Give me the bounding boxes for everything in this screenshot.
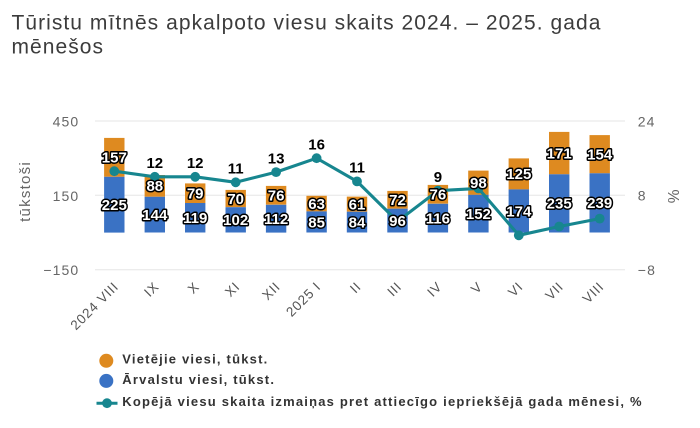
svg-text:Ārvalstu viesi, tūkst.: Ārvalstu viesi, tūkst. [122,372,275,387]
svg-text:12: 12 [187,155,204,172]
svg-text:157: 157 [102,150,127,167]
svg-text:Kopējā viesu skaita izmaiņas p: Kopējā viesu skaita izmaiņas pret attiec… [122,394,642,409]
svg-text:102: 102 [223,212,248,229]
svg-text:76: 76 [430,187,447,204]
svg-text:70: 70 [227,191,244,208]
svg-text:76: 76 [268,188,285,205]
svg-text:mēnešos: mēnešos [12,36,105,59]
svg-text:63: 63 [308,196,325,213]
svg-text:16: 16 [308,137,325,154]
svg-text:96: 96 [389,213,406,230]
svg-text:150: 150 [53,188,80,204]
svg-text:84: 84 [349,214,366,231]
svg-text:79: 79 [187,186,204,203]
svg-text:171: 171 [547,145,572,162]
svg-text:144: 144 [142,207,168,224]
svg-text:−8: −8 [638,262,656,278]
svg-text:13: 13 [268,150,285,167]
svg-text:tūkstoši: tūkstoši [17,161,34,222]
svg-text:116: 116 [426,210,450,227]
svg-text:154: 154 [587,147,613,164]
svg-text:98: 98 [470,175,487,192]
svg-text:225: 225 [102,197,127,214]
svg-text:Vietējie viesi, tūkst.: Vietējie viesi, tūkst. [122,352,268,367]
svg-text:−150: −150 [43,262,79,278]
svg-text:72: 72 [389,192,406,209]
svg-text:152: 152 [466,206,491,223]
svg-text:9: 9 [434,169,442,186]
svg-text:Tūristu mītnēs apkalpoto viesu: Tūristu mītnēs apkalpoto viesu skaits 20… [12,12,602,35]
svg-text:235: 235 [547,196,572,213]
svg-text:12: 12 [146,155,163,172]
svg-text:119: 119 [183,210,207,227]
svg-text:450: 450 [53,114,80,130]
svg-text:24: 24 [638,113,656,129]
svg-text:112: 112 [264,211,288,228]
svg-text:88: 88 [146,178,163,195]
svg-text:61: 61 [349,196,366,213]
svg-text:%: % [666,189,683,203]
svg-text:239: 239 [587,195,612,212]
svg-text:11: 11 [228,161,244,178]
svg-text:174: 174 [506,203,532,220]
svg-text:125: 125 [506,166,531,183]
svg-text:8: 8 [638,188,647,204]
svg-text:85: 85 [308,214,325,231]
svg-text:11: 11 [349,160,365,177]
